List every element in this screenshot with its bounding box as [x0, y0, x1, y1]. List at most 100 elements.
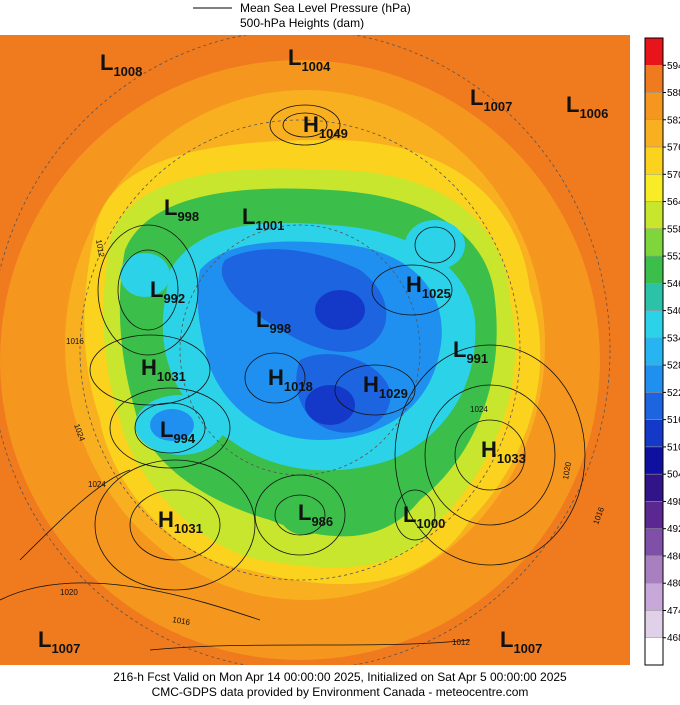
colorbar-label: 468 [667, 633, 680, 644]
center-value: 1004 [301, 59, 331, 74]
center-value: 1031 [174, 521, 203, 536]
colorbar-label: 594 [667, 61, 680, 72]
pressure-center: H1025 [406, 272, 451, 301]
center-kind: H [406, 272, 422, 297]
colorbar-label: 504 [667, 470, 680, 481]
colorbar-frame [644, 37, 664, 666]
center-kind: L [160, 417, 173, 442]
colorbar-bin [644, 37, 664, 66]
colorbar-label: 486 [667, 551, 680, 562]
colorbar-label: 474 [667, 606, 680, 617]
center-kind: L [288, 45, 301, 70]
center-value: 1025 [422, 286, 451, 301]
isobar-label: 1024 [88, 480, 106, 489]
colorbar-label: 552 [667, 252, 680, 263]
pressure-center: H1029 [363, 372, 408, 401]
colorbar-label: 546 [667, 279, 680, 290]
isobar-label: 1016 [66, 337, 84, 346]
pressure-centers: L1008 L1004 H1049 L1007 L1006 L998 L1001… [38, 45, 608, 656]
colorbar-bin [644, 201, 664, 230]
pressure-center: L986 [298, 500, 333, 529]
colorbar-label: 516 [667, 415, 680, 426]
colorbar-label: 540 [667, 306, 680, 317]
center-value: 991 [466, 351, 488, 366]
footer-line: CMC-GDPS data provided by Environment Ca… [152, 685, 529, 699]
pressure-center: L1008 [100, 50, 142, 79]
center-kind: H [268, 365, 284, 390]
pressure-center: H1031 [158, 507, 203, 536]
pressure-center: L994 [160, 417, 196, 446]
colorbar-bin [644, 255, 664, 284]
colorbar-bin [644, 501, 664, 529]
pressure-center: L1001 [242, 204, 284, 233]
pressure-center: L1006 [566, 92, 608, 121]
pressure-center: L998 [256, 307, 291, 336]
center-value: 1033 [497, 451, 526, 466]
center-value: 1029 [379, 386, 408, 401]
colorbar: 594 588 582 576 570 564 558 552 546 540 534 528 522 5… [644, 37, 680, 666]
colorbar-label: 528 [667, 361, 680, 372]
colorbar-bin [644, 582, 664, 611]
center-kind: L [500, 627, 513, 652]
center-kind: L [100, 50, 113, 75]
colorbar-bin [644, 610, 664, 638]
pressure-center: L1007 [38, 627, 80, 656]
center-value: 1008 [113, 64, 142, 79]
center-value: 1049 [319, 126, 348, 141]
colorbar-bin [644, 92, 664, 121]
colorbar-bin [644, 119, 664, 148]
center-value: 1000 [416, 516, 445, 531]
colorbar-label: 492 [667, 524, 680, 535]
pressure-center: L992 [150, 277, 185, 306]
pressure-center: L998 [164, 195, 199, 224]
colorbar-label: 576 [667, 143, 680, 154]
center-kind: L [470, 85, 483, 110]
center-value: 1007 [513, 641, 542, 656]
center-value: 992 [163, 291, 185, 306]
colorbar-label: 558 [667, 224, 680, 235]
colorbar-label: 534 [667, 333, 680, 344]
footer-line: 216-h Fcst Valid on Mon Apr 14 00:00:00 … [113, 670, 567, 684]
center-kind: H [481, 437, 497, 462]
map [0, 35, 630, 665]
colorbar-bin [644, 555, 664, 584]
pressure-center: H1033 [481, 437, 526, 466]
pressure-center: H1049 [303, 112, 348, 141]
isobar-label: 1020 [561, 461, 573, 481]
pressure-center: L991 [453, 337, 488, 366]
colorbar-label: 588 [667, 88, 680, 99]
center-value: 998 [269, 321, 291, 336]
colorbar-bin [644, 310, 664, 339]
colorbar-label: 510 [667, 442, 680, 453]
center-value: 1018 [284, 379, 313, 394]
pressure-center: L1007 [470, 85, 512, 114]
center-kind: L [298, 500, 311, 525]
colorbar-bin [644, 528, 664, 557]
center-value: 1007 [483, 99, 512, 114]
colorbar-bin [644, 446, 664, 475]
pressure-center: L1004 [288, 45, 331, 74]
colorbar-bin [644, 174, 664, 202]
center-kind: H [363, 372, 379, 397]
pressure-center: H1018 [268, 365, 313, 394]
center-value: 998 [177, 209, 199, 224]
colorbar-bin [644, 228, 664, 257]
center-value: 994 [173, 431, 195, 446]
colorbar-bin [644, 473, 664, 502]
pressure-center: L1000 [403, 502, 445, 531]
pressure-center: L1007 [500, 627, 542, 656]
colorbar-bin [644, 65, 664, 93]
colorbar-label: 498 [667, 497, 680, 508]
center-kind: H [158, 507, 174, 532]
colorbar-bin [644, 637, 664, 666]
isobar-label: 1024 [470, 405, 488, 414]
colorbar-bin [644, 364, 664, 393]
colorbar-bin [644, 283, 664, 311]
colorbar-bin [644, 392, 664, 420]
center-kind: L [453, 337, 466, 362]
center-value: 1001 [255, 218, 284, 233]
center-value: 1031 [157, 369, 186, 384]
center-kind: L [403, 502, 416, 527]
center-kind: H [141, 355, 157, 380]
